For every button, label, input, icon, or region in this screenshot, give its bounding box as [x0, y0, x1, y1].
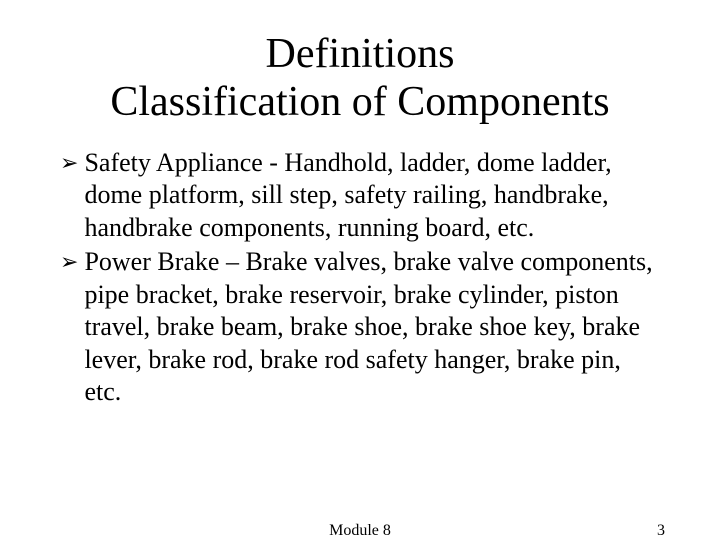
bullet-arrow-icon: ➢: [60, 147, 78, 179]
list-item: ➢ Safety Appliance - Handhold, ladder, d…: [60, 147, 660, 245]
footer-module-label: Module 8: [0, 522, 720, 540]
bullet-text: Safety Appliance - Handhold, ladder, dom…: [84, 147, 660, 245]
footer-page-number: 3: [657, 522, 665, 540]
title-line-2: Classification of Components: [110, 79, 609, 125]
bullet-list: ➢ Safety Appliance - Handhold, ladder, d…: [0, 127, 720, 409]
title-line-1: Definitions: [266, 31, 455, 77]
bullet-arrow-icon: ➢: [60, 246, 78, 278]
list-item: ➢ Power Brake – Brake valves, brake valv…: [60, 246, 660, 409]
slide-title: Definitions Classification of Components: [0, 0, 720, 127]
bullet-text: Power Brake – Brake valves, brake valve …: [84, 246, 660, 409]
